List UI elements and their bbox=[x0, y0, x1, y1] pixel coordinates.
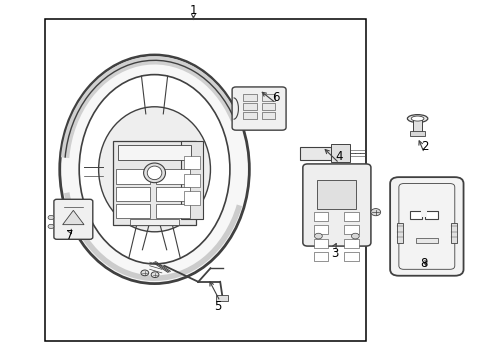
Bar bbox=[181, 141, 203, 219]
Bar bbox=[313, 212, 327, 221]
Bar bbox=[261, 94, 275, 101]
FancyBboxPatch shape bbox=[302, 164, 370, 246]
Ellipse shape bbox=[407, 114, 427, 122]
Text: 8: 8 bbox=[420, 257, 427, 270]
Bar bbox=[116, 204, 149, 218]
Bar bbox=[130, 219, 179, 225]
Ellipse shape bbox=[151, 272, 159, 278]
Polygon shape bbox=[425, 211, 437, 219]
Bar bbox=[344, 212, 358, 221]
Ellipse shape bbox=[147, 166, 162, 180]
Ellipse shape bbox=[79, 75, 229, 264]
Bar bbox=[243, 94, 256, 101]
Ellipse shape bbox=[48, 215, 54, 220]
Bar bbox=[412, 118, 422, 134]
Bar bbox=[317, 180, 356, 208]
Bar bbox=[409, 131, 425, 136]
Bar bbox=[313, 239, 327, 248]
Text: 6: 6 bbox=[272, 91, 279, 104]
Bar bbox=[116, 187, 149, 202]
Bar bbox=[45, 19, 366, 341]
Bar bbox=[156, 169, 190, 184]
Bar bbox=[183, 156, 200, 169]
Bar bbox=[183, 192, 200, 205]
FancyBboxPatch shape bbox=[389, 177, 463, 276]
Ellipse shape bbox=[99, 107, 210, 232]
Ellipse shape bbox=[370, 208, 380, 216]
Bar bbox=[344, 252, 358, 261]
Bar bbox=[313, 225, 327, 234]
Text: 4: 4 bbox=[335, 150, 343, 163]
FancyBboxPatch shape bbox=[232, 87, 285, 130]
Bar bbox=[216, 295, 228, 301]
Bar bbox=[156, 204, 190, 218]
Ellipse shape bbox=[60, 55, 249, 284]
Bar bbox=[243, 112, 256, 118]
Bar bbox=[261, 103, 275, 110]
Text: 7: 7 bbox=[65, 229, 73, 242]
Bar bbox=[330, 144, 350, 162]
Ellipse shape bbox=[143, 163, 165, 183]
Text: 1: 1 bbox=[189, 4, 197, 17]
Bar bbox=[118, 145, 191, 160]
FancyBboxPatch shape bbox=[54, 199, 93, 239]
Bar bbox=[344, 239, 358, 248]
Text: 5: 5 bbox=[214, 300, 221, 313]
Bar bbox=[113, 141, 196, 225]
Text: 3: 3 bbox=[330, 247, 337, 260]
Ellipse shape bbox=[410, 116, 423, 121]
Bar bbox=[116, 169, 149, 184]
Bar bbox=[344, 225, 358, 234]
Text: 2: 2 bbox=[420, 140, 427, 153]
Bar bbox=[421, 210, 427, 217]
Bar bbox=[261, 112, 275, 118]
Ellipse shape bbox=[314, 233, 322, 239]
Polygon shape bbox=[62, 210, 84, 225]
Bar bbox=[313, 252, 327, 261]
Bar bbox=[243, 103, 256, 110]
Ellipse shape bbox=[141, 270, 148, 276]
Bar bbox=[450, 223, 456, 243]
Bar bbox=[300, 147, 330, 159]
Ellipse shape bbox=[351, 233, 359, 239]
Polygon shape bbox=[409, 211, 421, 219]
Bar bbox=[396, 223, 402, 243]
Bar bbox=[415, 238, 437, 243]
Ellipse shape bbox=[48, 224, 54, 229]
Bar bbox=[183, 174, 200, 187]
Bar bbox=[156, 187, 190, 202]
